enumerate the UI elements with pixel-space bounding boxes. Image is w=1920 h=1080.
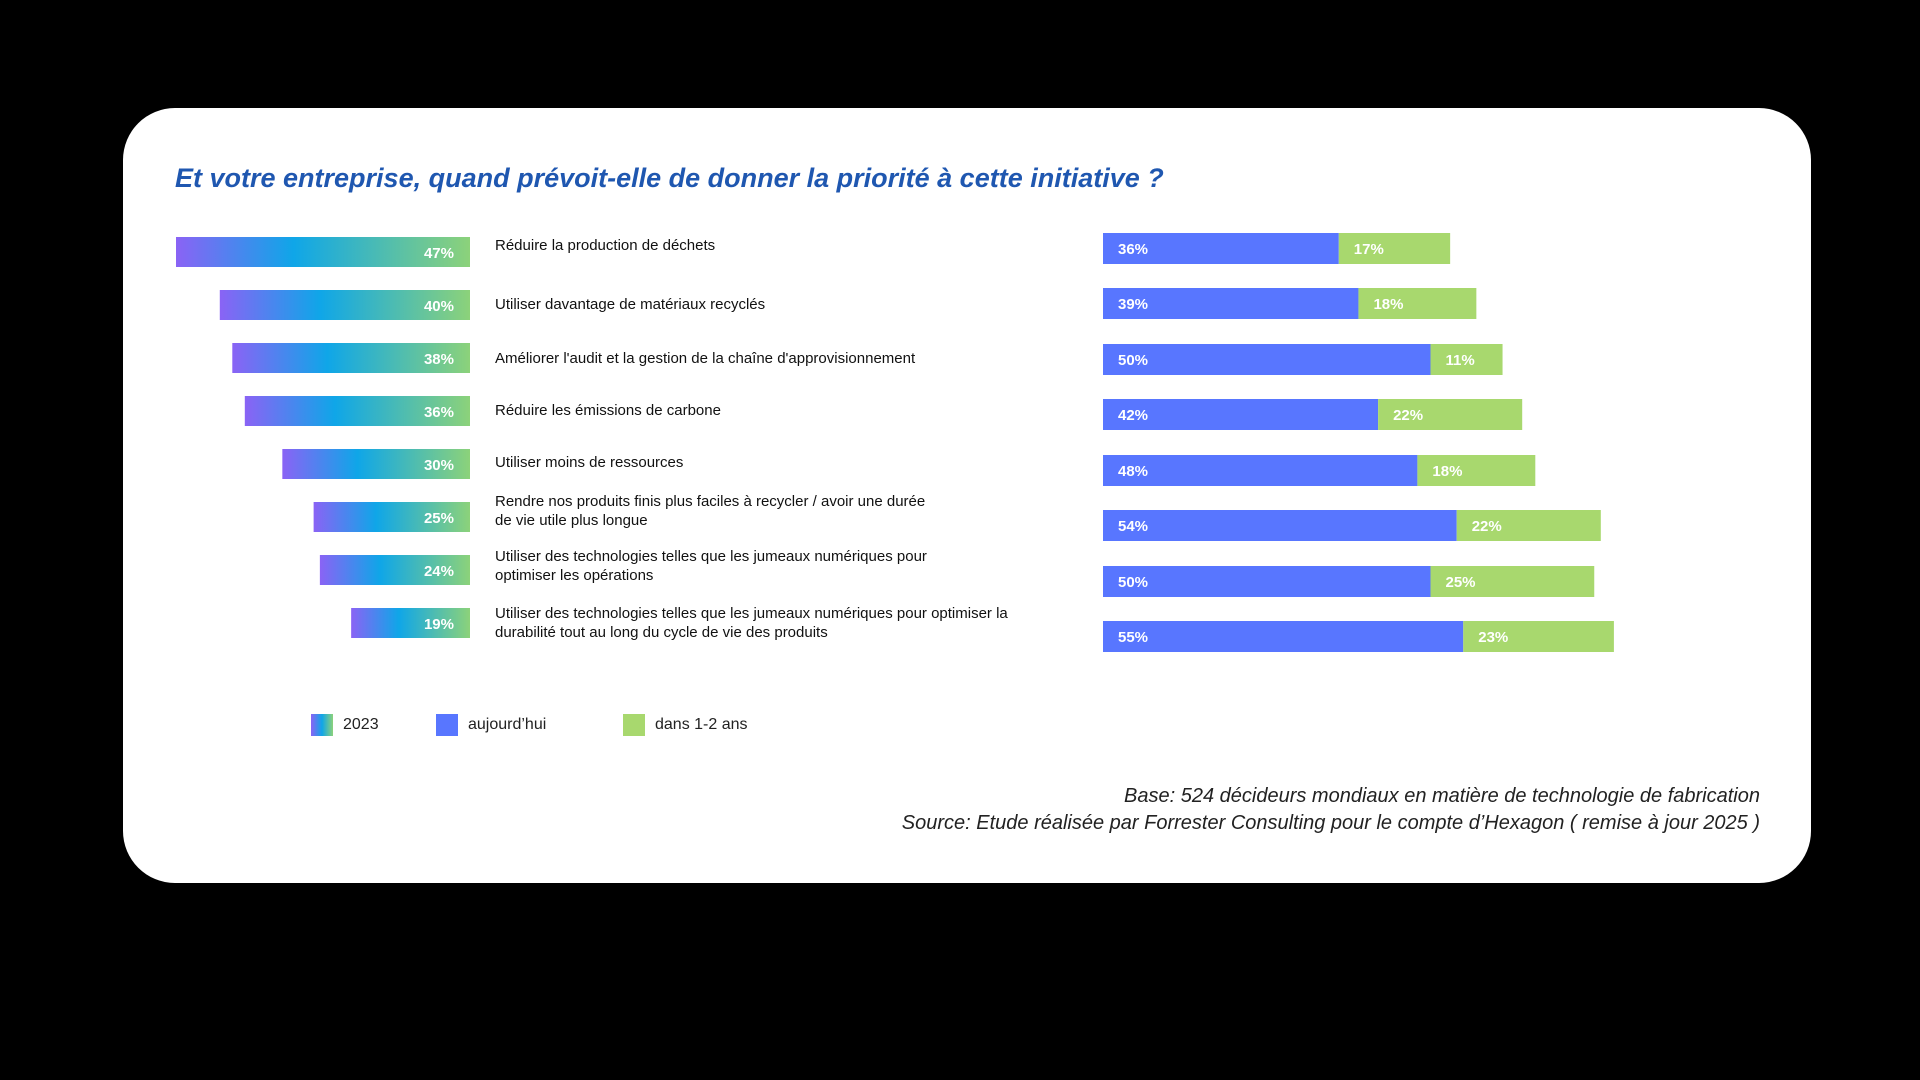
category-label-line: Utiliser des technologies telles que les… bbox=[495, 548, 927, 565]
category-label: Réduire les émissions de carbone bbox=[495, 402, 721, 419]
category-label: Utiliser des technologies telles que les… bbox=[495, 605, 1008, 641]
data-label-2023: 30% bbox=[424, 457, 454, 474]
data-label-soon: 18% bbox=[1432, 463, 1462, 480]
data-label-today: 54% bbox=[1118, 518, 1148, 535]
legend-item-today: aujourd’hui bbox=[436, 714, 546, 736]
category-label: Rendre nos produits finis plus faciles à… bbox=[495, 493, 925, 529]
bar-2023 bbox=[232, 343, 470, 373]
category-label-line: de vie utile plus longue bbox=[495, 512, 648, 529]
footnote-base: Base: 524 décideurs mondiaux en matière … bbox=[1124, 785, 1760, 807]
category-label: Utiliser des technologies telles que les… bbox=[495, 548, 927, 584]
bar-soon bbox=[1463, 621, 1614, 652]
bar-today bbox=[1103, 510, 1457, 541]
legend-label-2023: 2023 bbox=[343, 716, 379, 733]
bar-2023 bbox=[176, 237, 470, 267]
series-stacked-group: 36% 17% 39% 18% 50% 11% 42% 22% 48% 18% 54% 22% 50% 2… bbox=[1103, 233, 1614, 652]
data-label-2023: 36% bbox=[424, 404, 454, 421]
data-label-2023: 38% bbox=[424, 351, 454, 368]
bar-today bbox=[1103, 288, 1359, 319]
category-label: Utiliser moins de ressources bbox=[495, 454, 683, 471]
bar-today bbox=[1103, 233, 1339, 264]
category-label-line: Réduire les émissions de carbone bbox=[495, 402, 721, 419]
bar-today bbox=[1103, 621, 1464, 652]
data-label-2023: 24% bbox=[424, 563, 454, 580]
bar-2023 bbox=[219, 290, 470, 320]
bar-soon bbox=[1358, 288, 1477, 319]
data-label-soon: 11% bbox=[1446, 352, 1475, 369]
data-label-soon: 25% bbox=[1446, 574, 1476, 591]
data-label-today: 50% bbox=[1118, 574, 1148, 591]
bar-soon bbox=[1417, 455, 1536, 486]
legend-swatch-soon bbox=[623, 714, 645, 736]
data-label-today: 39% bbox=[1118, 296, 1148, 313]
data-label-soon: 22% bbox=[1472, 518, 1502, 535]
bar-soon bbox=[1378, 399, 1523, 430]
category-label: Réduire la production de déchets bbox=[495, 237, 715, 254]
bar-2023 bbox=[282, 449, 470, 479]
chart-title: Et votre entreprise, quand prévoit-elle … bbox=[175, 163, 1164, 193]
data-label-2023: 47% bbox=[424, 245, 454, 262]
legend-item-soon: dans 1-2 ans bbox=[623, 714, 748, 736]
bar-soon bbox=[1430, 566, 1595, 597]
data-label-soon: 18% bbox=[1373, 296, 1403, 313]
category-label-line: Utiliser moins de ressources bbox=[495, 454, 683, 471]
category-label-line: Utiliser davantage de matériaux recyclés bbox=[495, 296, 765, 313]
bar-today bbox=[1103, 455, 1418, 486]
legend-swatch-2023 bbox=[311, 714, 333, 736]
data-label-today: 42% bbox=[1118, 407, 1148, 424]
category-label-line: Réduire la production de déchets bbox=[495, 237, 715, 254]
bar-2023 bbox=[319, 555, 470, 585]
category-label: Utiliser davantage de matériaux recyclés bbox=[495, 296, 765, 313]
series-2023-group: 47% 40% 38% 36% 30% 25% 24% 19% bbox=[176, 237, 470, 638]
bar-2023 bbox=[244, 396, 470, 426]
category-label-line: optimiser les opérations bbox=[495, 567, 653, 584]
category-label-line: Améliorer l'audit et la gestion de la ch… bbox=[495, 350, 916, 367]
bar-soon bbox=[1430, 344, 1503, 375]
bar-soon bbox=[1456, 510, 1601, 541]
data-label-today: 50% bbox=[1118, 352, 1148, 369]
legend-label-soon: dans 1-2 ans bbox=[655, 716, 748, 733]
data-label-soon: 17% bbox=[1354, 241, 1384, 258]
legend-item-2023: 2023 bbox=[311, 714, 379, 736]
bar-today bbox=[1103, 344, 1431, 375]
category-label: Améliorer l'audit et la gestion de la ch… bbox=[495, 350, 916, 367]
data-label-today: 36% bbox=[1118, 241, 1148, 258]
legend-label-today: aujourd’hui bbox=[468, 716, 547, 733]
category-label-line: Rendre nos produits finis plus faciles à… bbox=[495, 493, 925, 510]
bar-2023 bbox=[351, 608, 470, 638]
bar-today bbox=[1103, 566, 1431, 597]
data-label-2023: 25% bbox=[424, 510, 454, 527]
category-labels-group: Réduire la production de déchets Utiliser… bbox=[495, 237, 1008, 641]
data-label-soon: 23% bbox=[1478, 629, 1508, 646]
data-label-2023: 40% bbox=[424, 298, 454, 315]
category-label-line: Utiliser des technologies telles que les… bbox=[495, 605, 1008, 622]
category-label-line: durabilité tout au long du cycle de vie … bbox=[495, 624, 828, 641]
data-label-soon: 22% bbox=[1393, 407, 1423, 424]
data-label-2023: 19% bbox=[424, 616, 454, 633]
legend-swatch-today bbox=[436, 714, 458, 736]
bar-soon bbox=[1338, 233, 1451, 264]
data-label-today: 55% bbox=[1118, 629, 1148, 646]
bar-2023 bbox=[313, 502, 470, 532]
bar-today bbox=[1103, 399, 1379, 430]
data-label-today: 48% bbox=[1118, 463, 1148, 480]
footnote-source: Source: Etude réalisée par Forrester Con… bbox=[901, 812, 1760, 834]
